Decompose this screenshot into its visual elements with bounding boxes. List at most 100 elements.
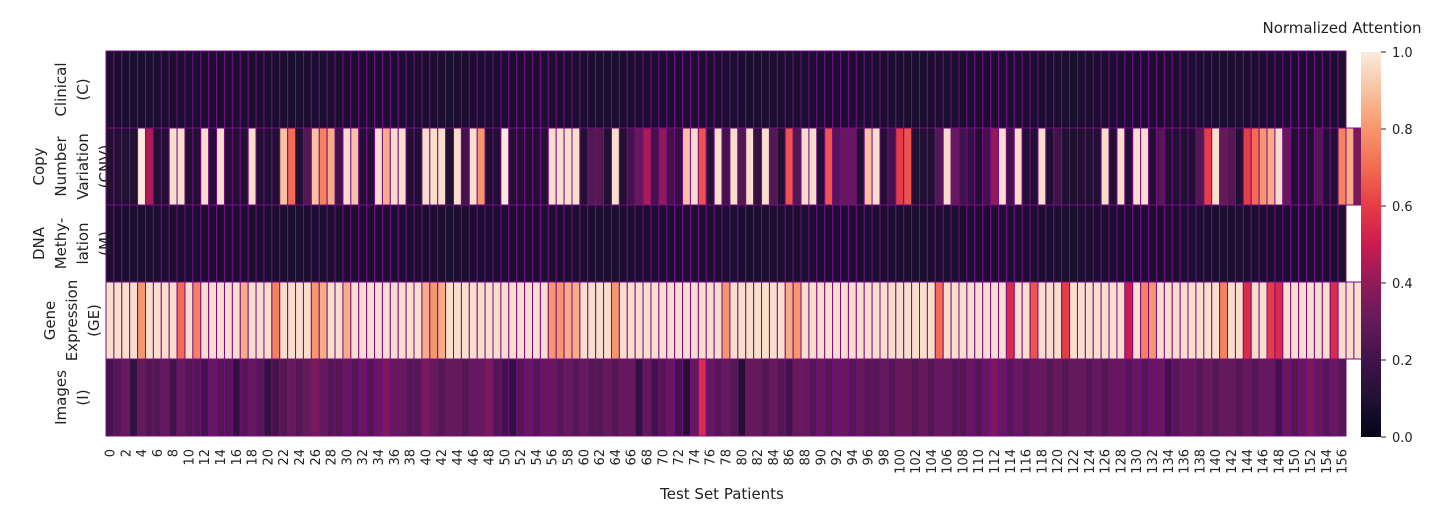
x-axis-label: Test Set Patients bbox=[659, 485, 784, 503]
x-tick-label: 40 bbox=[419, 449, 434, 466]
heatmap-cell bbox=[129, 204, 139, 283]
heatmap-cell bbox=[895, 127, 905, 206]
heatmap-cell bbox=[1298, 50, 1308, 129]
colorbar-tick-label: 1.0 bbox=[1392, 46, 1413, 61]
heatmap-cell bbox=[1234, 50, 1244, 129]
heatmap-cell bbox=[895, 50, 905, 129]
heatmap-cell bbox=[934, 204, 944, 283]
heatmap-cell bbox=[1124, 127, 1134, 206]
heatmap-cell bbox=[223, 50, 233, 129]
heatmap-cell bbox=[966, 127, 976, 206]
heatmap-cell bbox=[950, 281, 960, 360]
heatmap-cell bbox=[1234, 281, 1244, 360]
heatmap-cell bbox=[563, 281, 573, 360]
heatmap-cell bbox=[1021, 358, 1031, 437]
heatmap-cell bbox=[152, 127, 162, 206]
heatmap-cell bbox=[1037, 358, 1047, 437]
row-label-line: DNA bbox=[30, 226, 48, 260]
heatmap-cell bbox=[350, 127, 360, 206]
heatmap-cell bbox=[871, 281, 881, 360]
heatmap-cell bbox=[255, 204, 265, 283]
x-tick-label: 54 bbox=[530, 449, 545, 466]
heatmap-cell bbox=[1037, 50, 1047, 129]
heatmap-cell bbox=[1163, 358, 1173, 437]
heatmap-cell bbox=[295, 204, 304, 283]
heatmap-cell bbox=[911, 281, 921, 360]
heatmap-cell bbox=[1108, 204, 1118, 283]
heatmap-cell bbox=[974, 204, 984, 283]
heatmap-cell bbox=[626, 127, 636, 206]
heatmap-cell bbox=[247, 358, 257, 437]
heatmap-cell bbox=[1353, 127, 1363, 206]
heatmap-cell bbox=[761, 50, 770, 129]
heatmap-cell bbox=[168, 50, 178, 129]
heatmap-cell bbox=[832, 50, 842, 129]
row-label: Gene Expression (GE) bbox=[41, 280, 103, 361]
x-tick-label: 150 bbox=[1288, 449, 1303, 474]
heatmap-cell bbox=[950, 204, 960, 283]
heatmap-cell bbox=[105, 358, 115, 437]
heatmap-cell bbox=[129, 358, 139, 437]
heatmap-cell bbox=[453, 204, 462, 283]
heatmap-cell bbox=[445, 204, 455, 283]
x-tick-label: 138 bbox=[1193, 449, 1208, 474]
heatmap-cells bbox=[105, 50, 1363, 437]
heatmap-cell bbox=[1155, 50, 1165, 129]
heatmap-cell bbox=[618, 281, 628, 360]
x-tick-label: 8 bbox=[167, 449, 182, 457]
heatmap-cell bbox=[784, 50, 794, 129]
heatmap-cell bbox=[840, 358, 849, 437]
heatmap-cell bbox=[223, 127, 233, 206]
heatmap-cell bbox=[366, 50, 376, 129]
heatmap-cell bbox=[524, 204, 533, 283]
heatmap-cell bbox=[1337, 50, 1347, 129]
heatmap-cell bbox=[737, 281, 747, 360]
x-tick-labels: 0 2 4 6 8 10 12 14 16 18 20 22 24 26 28 30 32 34 36 38 40 42 4… bbox=[103, 449, 1350, 474]
heatmap-cell bbox=[792, 127, 802, 206]
heatmap-cell bbox=[595, 281, 605, 360]
heatmap-cell bbox=[595, 204, 605, 283]
heatmap-cell bbox=[997, 204, 1007, 283]
heatmap-cell bbox=[192, 281, 202, 360]
heatmap-cell bbox=[879, 204, 889, 283]
heatmap-cell bbox=[713, 204, 723, 283]
heatmap-cell bbox=[650, 358, 660, 437]
heatmap-cell bbox=[990, 204, 999, 283]
row-labels: Clinical (C) Copy Number Variation (CNV) DNA Me… bbox=[30, 62, 114, 424]
heatmap-cell bbox=[697, 358, 707, 437]
heatmap-cell bbox=[1140, 50, 1150, 129]
heatmap-cell bbox=[129, 281, 139, 360]
heatmap-cell bbox=[840, 127, 849, 206]
heatmap-cell bbox=[563, 50, 573, 129]
heatmap-cell bbox=[366, 358, 376, 437]
heatmap-cell bbox=[168, 127, 178, 206]
heatmap-cell bbox=[1076, 358, 1086, 437]
x-tick-label: 130 bbox=[1130, 449, 1145, 474]
heatmap-cell bbox=[121, 50, 131, 129]
heatmap-cell bbox=[634, 50, 644, 129]
heatmap-cell bbox=[1282, 204, 1292, 283]
heatmap-cell bbox=[263, 358, 273, 437]
x-tick-label: 46 bbox=[467, 449, 482, 466]
heatmap-cell bbox=[445, 281, 455, 360]
heatmap-cell bbox=[326, 50, 336, 129]
heatmap-cell bbox=[381, 204, 391, 283]
heatmap-cell bbox=[721, 281, 731, 360]
heatmap-cell bbox=[650, 204, 660, 283]
heatmap-cell bbox=[200, 50, 210, 129]
heatmap-cell bbox=[405, 127, 415, 206]
heatmap-cell bbox=[413, 127, 423, 206]
heatmap-cell bbox=[1242, 281, 1252, 360]
heatmap-cell bbox=[1148, 358, 1157, 437]
heatmap-cell bbox=[1148, 50, 1157, 129]
heatmap-cell bbox=[1306, 204, 1315, 283]
heatmap-cell bbox=[808, 204, 818, 283]
heatmap-cell bbox=[295, 50, 304, 129]
heatmap-cell bbox=[887, 358, 897, 437]
heatmap-cell bbox=[1203, 127, 1213, 206]
heatmap-cell bbox=[113, 127, 123, 206]
heatmap-cell bbox=[1108, 50, 1118, 129]
heatmap-cell bbox=[468, 281, 478, 360]
heatmap-cell bbox=[816, 127, 826, 206]
